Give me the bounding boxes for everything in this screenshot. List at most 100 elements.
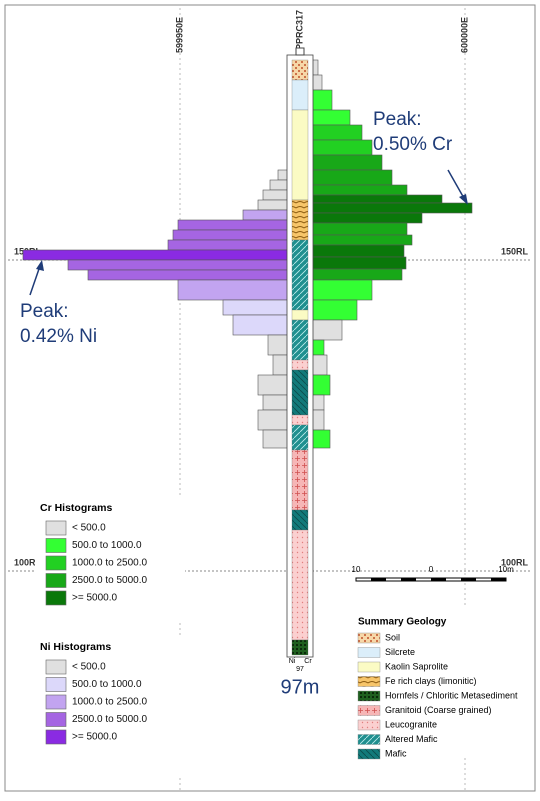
legend-swatch	[358, 749, 380, 759]
annotation: 0.50% Cr	[373, 134, 453, 155]
legend-swatch	[46, 556, 66, 570]
easting-label: 599950E	[174, 17, 184, 53]
cr-bar	[312, 155, 382, 170]
cr-bar	[312, 395, 324, 410]
legend-label: 500.0 to 1000.0	[72, 540, 142, 551]
cr-bar	[312, 203, 472, 213]
legend-swatch	[46, 660, 66, 674]
geology-interval	[292, 415, 308, 425]
ni-bar	[88, 270, 288, 280]
legend-swatch	[46, 713, 66, 727]
ni-bar	[273, 355, 288, 375]
geology-interval	[292, 200, 308, 240]
geology-interval	[292, 310, 308, 320]
geology-interval	[292, 320, 308, 360]
scale-bar	[356, 578, 506, 581]
ni-bar	[278, 170, 288, 180]
legend-swatch	[358, 720, 380, 730]
ni-bar	[258, 375, 288, 395]
geology-interval	[292, 530, 308, 640]
legend-label: Fe rich clays (limonitic)	[385, 676, 477, 686]
cr-bar	[312, 223, 407, 235]
scale-label: 10	[352, 565, 361, 574]
cr-bar	[312, 90, 332, 110]
legend-label: Kaolin Saprolite	[385, 661, 448, 671]
geology-interval	[292, 240, 308, 310]
legend-title: Summary Geology	[358, 617, 447, 628]
strip-log: 599950E 600000E PPRC317 150RL 150RL 100R…	[0, 0, 540, 796]
foot-label: 97	[296, 666, 304, 673]
cr-bar	[312, 280, 372, 300]
annotation: Peak:	[20, 301, 69, 322]
cr-bar	[312, 213, 422, 223]
cr-bar	[312, 110, 350, 125]
legend-swatch	[46, 574, 66, 588]
ni-bar	[268, 335, 288, 355]
cr-bar	[312, 195, 442, 203]
ni-bar	[168, 240, 288, 250]
legend-label: 500.0 to 1000.0	[72, 679, 142, 690]
legend-swatch	[46, 539, 66, 553]
legend-swatch	[358, 662, 380, 672]
legend-label: < 500.0	[72, 523, 106, 534]
foot-label: Ni	[289, 658, 296, 665]
legend-label: 2500.0 to 5000.0	[72, 575, 148, 586]
geology-interval	[292, 510, 308, 530]
legend-label: < 500.0	[72, 662, 106, 673]
geology-interval	[292, 360, 308, 370]
ni-bar	[243, 210, 288, 220]
ni-bar	[223, 300, 288, 315]
cr-bar	[312, 257, 406, 269]
cr-bar	[312, 320, 342, 340]
legend-title: Ni Histograms	[40, 641, 111, 653]
legend-label: 2500.0 to 5000.0	[72, 714, 148, 725]
legend-label: Soil	[385, 632, 400, 642]
legend-title: Cr Histograms	[40, 502, 113, 514]
legend-swatch	[358, 633, 380, 643]
cr-bar	[312, 185, 407, 195]
cr-bar	[312, 245, 404, 257]
legend-label: Mafic	[385, 748, 407, 758]
rl-label: 150RL	[501, 246, 529, 256]
cr-bar	[312, 170, 392, 185]
cr-bar	[312, 75, 322, 90]
cr-bar	[312, 375, 330, 395]
legend-swatch	[358, 735, 380, 745]
cr-bar	[312, 300, 357, 320]
legend-label: >= 5000.0	[72, 732, 117, 743]
legend-label: >= 5000.0	[72, 593, 117, 604]
ni-bar	[178, 280, 288, 300]
legend-label: Granitoid (Coarse grained)	[385, 705, 492, 715]
cr-bar	[312, 430, 330, 448]
legend-swatch	[358, 677, 380, 687]
geology-interval	[292, 80, 308, 110]
ni-bar	[233, 315, 288, 335]
cr-bar	[312, 410, 324, 430]
geology-interval	[292, 450, 308, 510]
scale-label: 10m	[498, 565, 514, 574]
geology-interval	[292, 60, 308, 80]
legend-swatch	[46, 521, 66, 535]
legend-label: Leucogranite	[385, 719, 437, 729]
annotation: 0.42% Ni	[20, 326, 97, 347]
cr-bar	[312, 140, 372, 155]
hole-collar	[296, 48, 304, 55]
ni-bar	[263, 190, 288, 200]
legend-swatch	[358, 691, 380, 701]
legend-swatch	[46, 678, 66, 692]
legend-label: Silcrete	[385, 647, 415, 657]
legend-label: 1000.0 to 2500.0	[72, 697, 148, 708]
legend-swatch	[358, 648, 380, 658]
cr-bar	[312, 340, 324, 355]
ni-bar	[263, 395, 288, 410]
depth-label: 97m	[281, 676, 320, 698]
ni-bar	[270, 180, 288, 190]
legend-swatch	[46, 730, 66, 744]
ni-bar	[68, 260, 288, 270]
legend-label: Altered Mafic	[385, 734, 438, 744]
annotation: Peak:	[373, 109, 422, 130]
geology-interval	[292, 640, 308, 655]
legend-swatch	[358, 706, 380, 716]
cr-bar	[312, 269, 402, 280]
legend-label: Hornfels / Chloritic Metasediment	[385, 690, 518, 700]
